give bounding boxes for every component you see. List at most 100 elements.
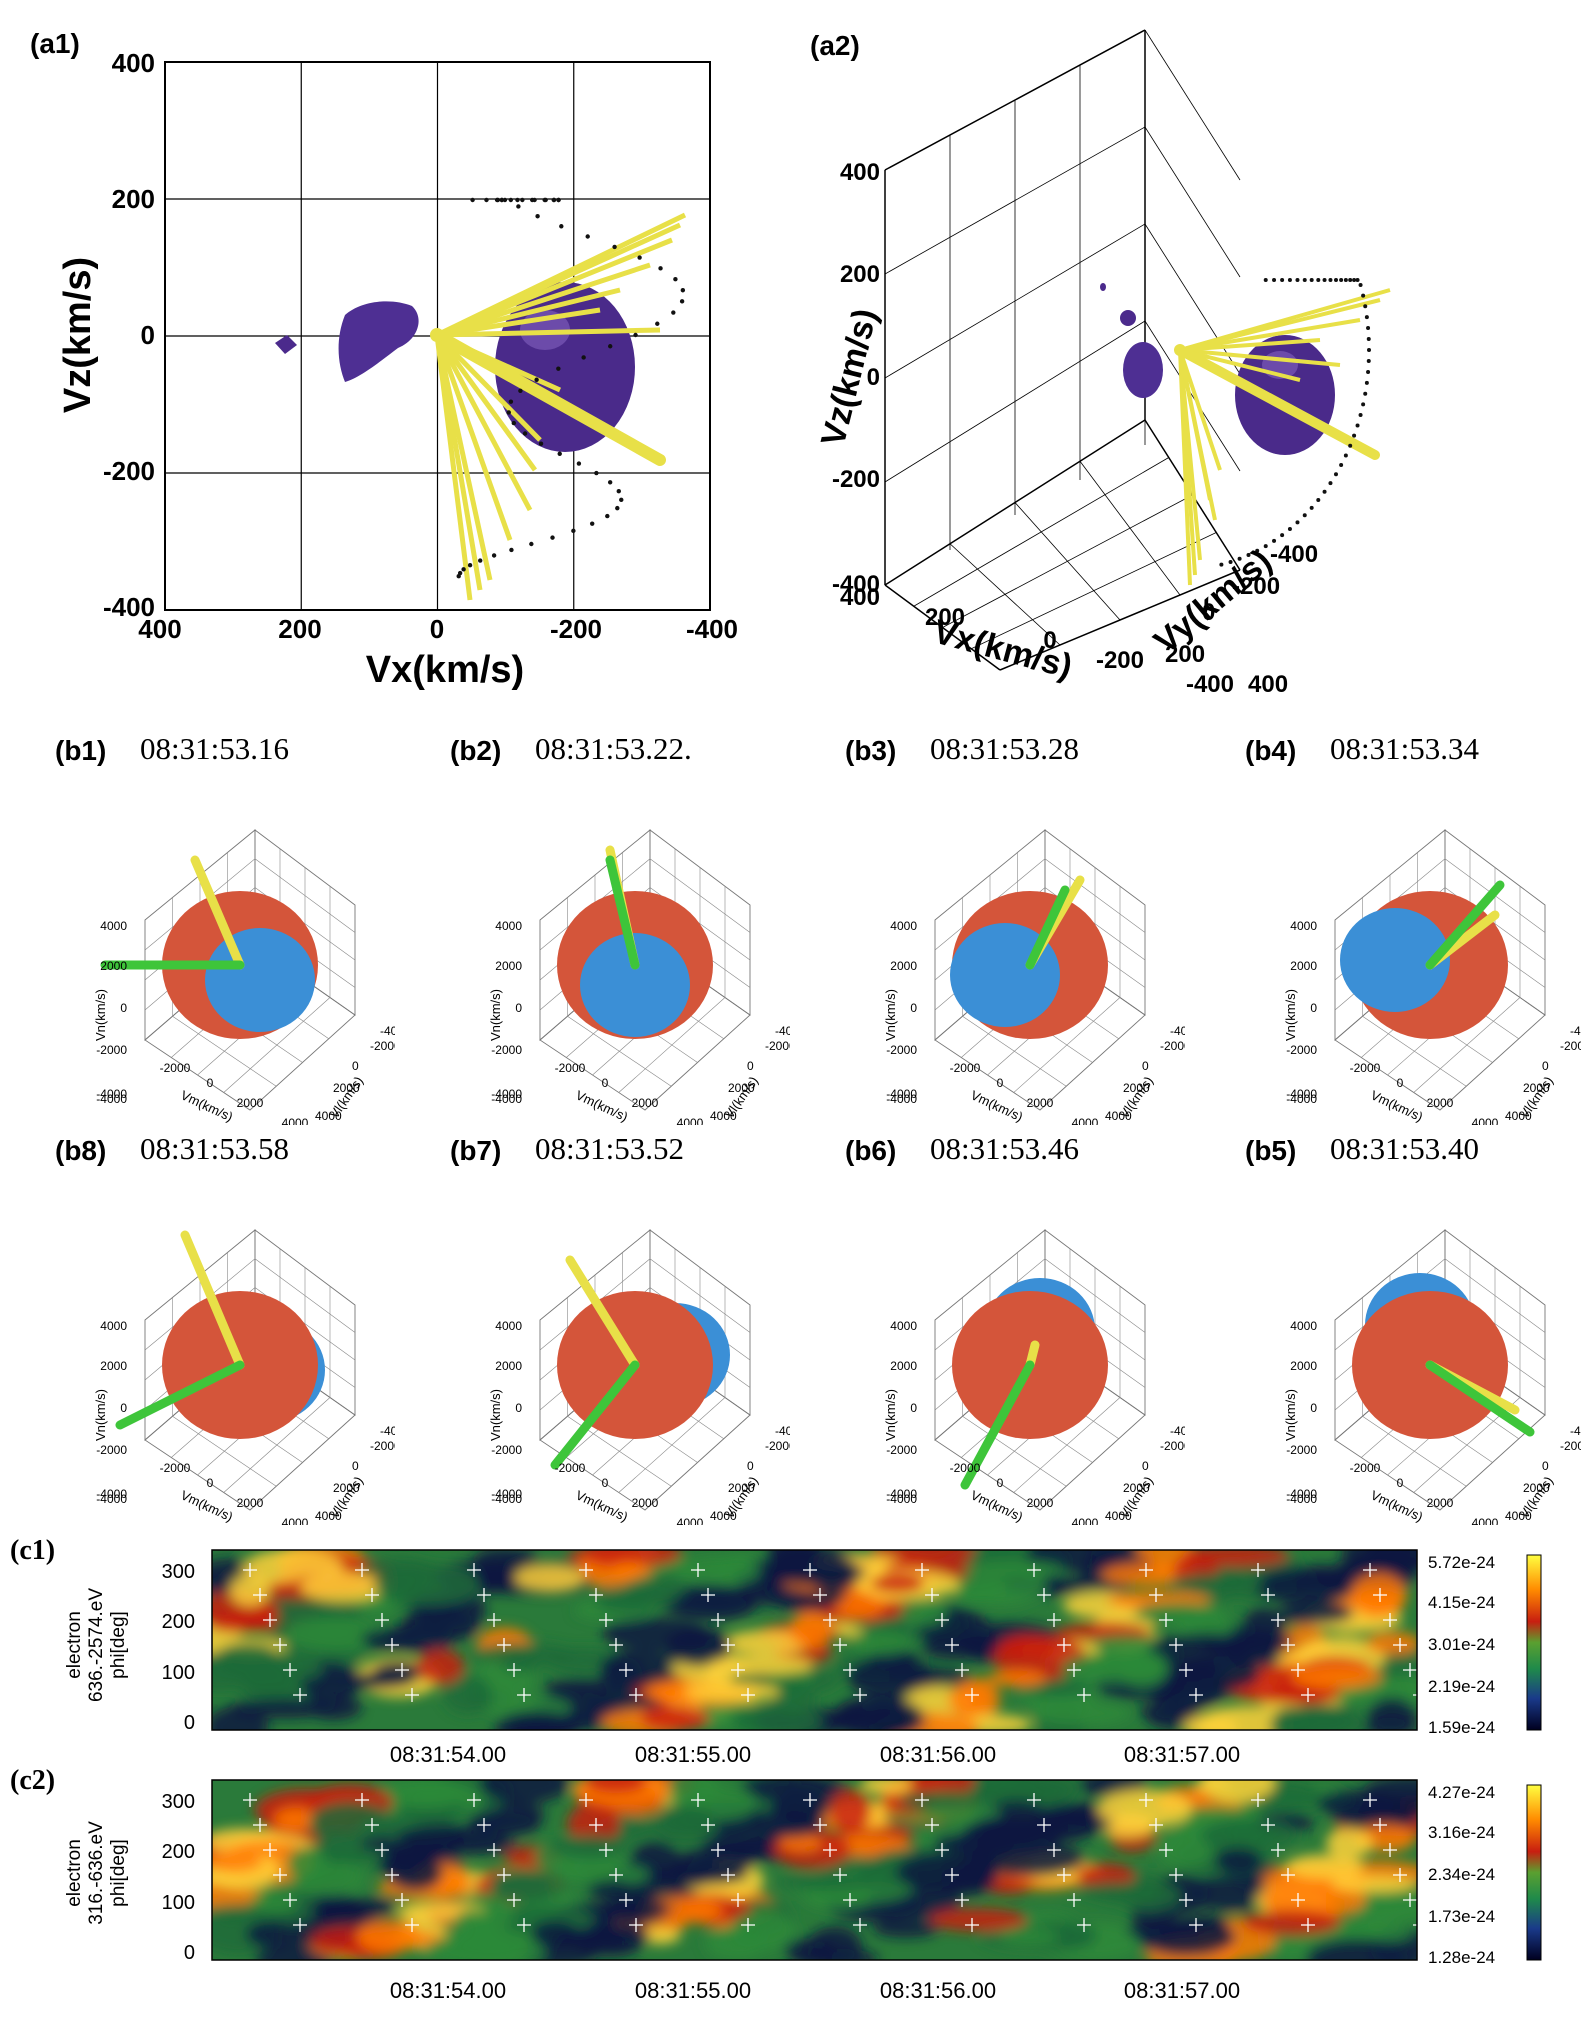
c1-ylabel-1: 636.-2574.eV bbox=[86, 1588, 107, 1702]
b-zlabel: Vn(km/s) bbox=[488, 989, 503, 1041]
c2-cbar-0: 4.27e-24 bbox=[1428, 1783, 1495, 1802]
c1-cbar-1: 4.15e-24 bbox=[1428, 1593, 1495, 1612]
b-ltick: 2000 bbox=[1123, 1081, 1150, 1095]
b-ztick: -2000 bbox=[886, 1443, 917, 1457]
b-mlabel: Vm(km/s) bbox=[574, 1087, 631, 1124]
b-ztick: 2000 bbox=[100, 1359, 127, 1373]
b-ztick: 0 bbox=[910, 1001, 917, 1015]
b-ltick: 0 bbox=[352, 1459, 359, 1473]
c2-cbar-1: 3.16e-24 bbox=[1428, 1823, 1495, 1842]
b-mtick: -2000 bbox=[1350, 1061, 1381, 1075]
c1-cbar-4: 1.59e-24 bbox=[1428, 1718, 1495, 1737]
b-ztick: 2000 bbox=[890, 959, 917, 973]
b-ltick: -2000 bbox=[765, 1039, 790, 1053]
b-zlabel: Vn(km/s) bbox=[93, 989, 108, 1041]
c2-colorbar bbox=[1526, 1784, 1542, 1961]
c2-xtick-0: 08:31:54.00 bbox=[390, 1978, 506, 2003]
b-ltick: 4000 bbox=[315, 1509, 342, 1523]
c2-ytick-1: 200 bbox=[162, 1841, 195, 1863]
b-ztick: -4000 bbox=[1286, 1087, 1317, 1101]
a2-grid bbox=[884, 29, 1241, 650]
b-ztick: -2000 bbox=[1286, 1043, 1317, 1057]
b-panel-plot: 400020000-2000-4000-4000Vn(km/s)-2000020… bbox=[93, 829, 395, 1125]
a1-main-blob bbox=[495, 282, 635, 452]
c1-cbar-0: 5.72e-24 bbox=[1428, 1553, 1495, 1572]
a1-ytick-4: -400 bbox=[103, 592, 155, 622]
a1-ytick-3: -200 bbox=[103, 456, 155, 486]
c2-xtick-3: 08:31:57.00 bbox=[1124, 1978, 1240, 2003]
c1-cbar-3: 2.19e-24 bbox=[1428, 1677, 1495, 1696]
b-ztick: 4000 bbox=[100, 919, 127, 933]
c1-heatmap bbox=[212, 1550, 1417, 1730]
b-panel-label: (b2) bbox=[450, 735, 502, 766]
a1-ray bbox=[435, 222, 682, 338]
b-ltick: 0 bbox=[1542, 1059, 1549, 1073]
b-ztick: 4000 bbox=[890, 1319, 917, 1333]
a1-xlabel: Vx(km/s) bbox=[366, 649, 524, 691]
b-ztick: -4000 bbox=[886, 1487, 917, 1501]
a2-ray bbox=[1178, 349, 1222, 471]
b-ztick-extra: -4000 bbox=[96, 1492, 127, 1506]
a1-ray bbox=[436, 237, 673, 338]
b-ztick-extra: -4000 bbox=[491, 1092, 522, 1106]
c2-ylabel-0: electron bbox=[64, 1839, 85, 1907]
a2-ray bbox=[1179, 298, 1381, 352]
c1-xtick-3: 08:31:57.00 bbox=[1124, 1742, 1240, 1767]
c2-ytick-0: 300 bbox=[162, 1791, 195, 1813]
b-ztick: -4000 bbox=[96, 1087, 127, 1101]
c1-colorbar bbox=[1526, 1554, 1542, 1731]
a2-ray bbox=[1178, 349, 1202, 561]
b-mtick: 4000 bbox=[1072, 1516, 1099, 1525]
b-mtick: -2000 bbox=[555, 1061, 586, 1075]
c2-cbar-4: 1.28e-24 bbox=[1428, 1948, 1495, 1967]
a1-field-rays bbox=[430, 197, 687, 601]
b-mtick: 0 bbox=[207, 1076, 214, 1090]
a1-xtick-0: 400 bbox=[138, 614, 181, 644]
a1-ytick-2: 0 bbox=[141, 320, 155, 350]
c1-ytick-1: 200 bbox=[162, 1611, 195, 1633]
b-mtick: 2000 bbox=[237, 1096, 264, 1110]
b-mtick: -2000 bbox=[950, 1461, 981, 1475]
a1-grid bbox=[164, 61, 711, 611]
a1-ray bbox=[434, 334, 483, 591]
b-ltick: -4000 bbox=[380, 1024, 395, 1038]
a1-left-blob bbox=[338, 301, 419, 382]
c1-ylabel-0: electron bbox=[64, 1611, 85, 1679]
b-ltick: -2000 bbox=[1560, 1439, 1581, 1453]
b-ztick: 4000 bbox=[495, 919, 522, 933]
a1-ray bbox=[434, 334, 493, 581]
b-panel-label: (b6) bbox=[845, 1135, 897, 1166]
b-panel-plot: 400020000-2000-4000-4000Vn(km/s)-2000020… bbox=[1283, 1229, 1581, 1525]
b-ztick: 2000 bbox=[100, 959, 127, 973]
a1-ray bbox=[436, 262, 651, 338]
a2-ray bbox=[1179, 348, 1301, 382]
b-ztick: -2000 bbox=[886, 1043, 917, 1057]
b-ltick: -2000 bbox=[1160, 1439, 1185, 1453]
b-ztick: 4000 bbox=[1290, 919, 1317, 933]
a1-ray bbox=[435, 332, 562, 393]
b-ztick: 0 bbox=[1310, 1401, 1317, 1415]
b-panel-label: (b4) bbox=[1245, 735, 1297, 766]
b-mtick: 0 bbox=[1397, 1076, 1404, 1090]
b-mtick: 0 bbox=[1397, 1476, 1404, 1490]
b-mtick: 0 bbox=[207, 1476, 214, 1490]
b-ztick: -4000 bbox=[1286, 1487, 1317, 1501]
b-ltick: 2000 bbox=[1123, 1481, 1150, 1495]
b-mtick: 2000 bbox=[237, 1496, 264, 1510]
b-mlabel: Vm(km/s) bbox=[1369, 1087, 1426, 1124]
b-ztick: -4000 bbox=[491, 1087, 522, 1101]
b-ltick: 4000 bbox=[1505, 1509, 1532, 1523]
b-ltick: -4000 bbox=[1570, 1024, 1581, 1038]
b-panel-plot: 400020000-2000-4000-4000Vn(km/s)-2000020… bbox=[883, 829, 1185, 1125]
b-ltick: 2000 bbox=[333, 1481, 360, 1495]
b-ztick: 4000 bbox=[495, 1319, 522, 1333]
b-ltick: -4000 bbox=[380, 1424, 395, 1438]
b-mtick: 2000 bbox=[632, 1496, 659, 1510]
c1-label: (c1) bbox=[10, 1535, 56, 1566]
b-ltick: -4000 bbox=[775, 1424, 790, 1438]
b-ltick: 2000 bbox=[1523, 1481, 1550, 1495]
b-panel-time: 08:31:53.28 bbox=[930, 731, 1079, 766]
b-panel-time: 08:31:53.46 bbox=[930, 1131, 1079, 1166]
a2-ray bbox=[1178, 349, 1197, 576]
a2-ztick-0: 400 bbox=[840, 159, 880, 186]
